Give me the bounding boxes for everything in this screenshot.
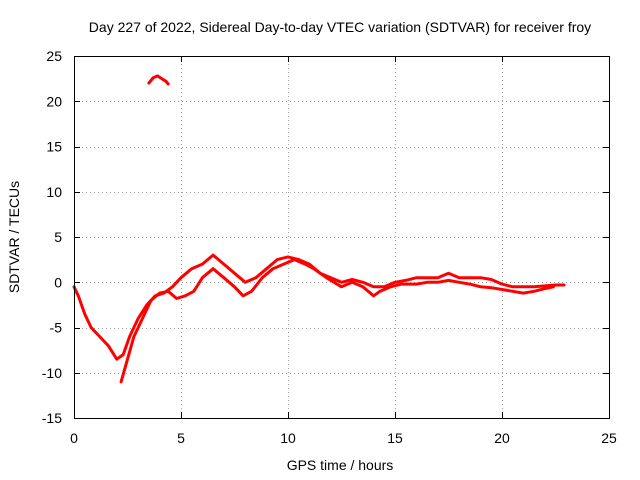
- x-tick-label: 0: [70, 430, 78, 446]
- x-tick-label: 5: [177, 430, 185, 446]
- plot-frame: [74, 56, 610, 419]
- series-line-trace-b: [119, 258, 555, 384]
- x-tick-label: 20: [494, 430, 510, 446]
- y-tick-label: 0: [54, 274, 62, 290]
- data-series: [72, 74, 566, 384]
- y-tick-label: 15: [46, 139, 62, 155]
- series-line-trace-c: [147, 74, 170, 86]
- x-tick-label: 10: [280, 430, 296, 446]
- y-tick-label: 20: [46, 93, 62, 109]
- x-tick-label: 15: [387, 430, 403, 446]
- x-tick-label: 25: [601, 430, 617, 446]
- x-tick-labels: 0 5 10 15 20 25: [70, 430, 617, 446]
- y-tick-label: -10: [42, 365, 62, 381]
- series-line-trace-a: [72, 253, 566, 361]
- y-axis-label: SDTVAR / TECUs: [6, 181, 22, 293]
- grid: [74, 56, 609, 418]
- x-axis-label: GPS time / hours: [287, 457, 394, 473]
- y-tick-label: 5: [54, 229, 62, 245]
- y-tick-label: 25: [46, 48, 62, 64]
- chart-title: Day 227 of 2022, Sidereal Day-to-day VTE…: [89, 19, 591, 35]
- y-tick-label: -15: [42, 410, 62, 426]
- y-tick-label: 10: [46, 184, 62, 200]
- y-tick-label: -5: [50, 320, 63, 336]
- y-tick-labels: -15 -10 -5 0 5 10 15 20 25: [42, 48, 62, 426]
